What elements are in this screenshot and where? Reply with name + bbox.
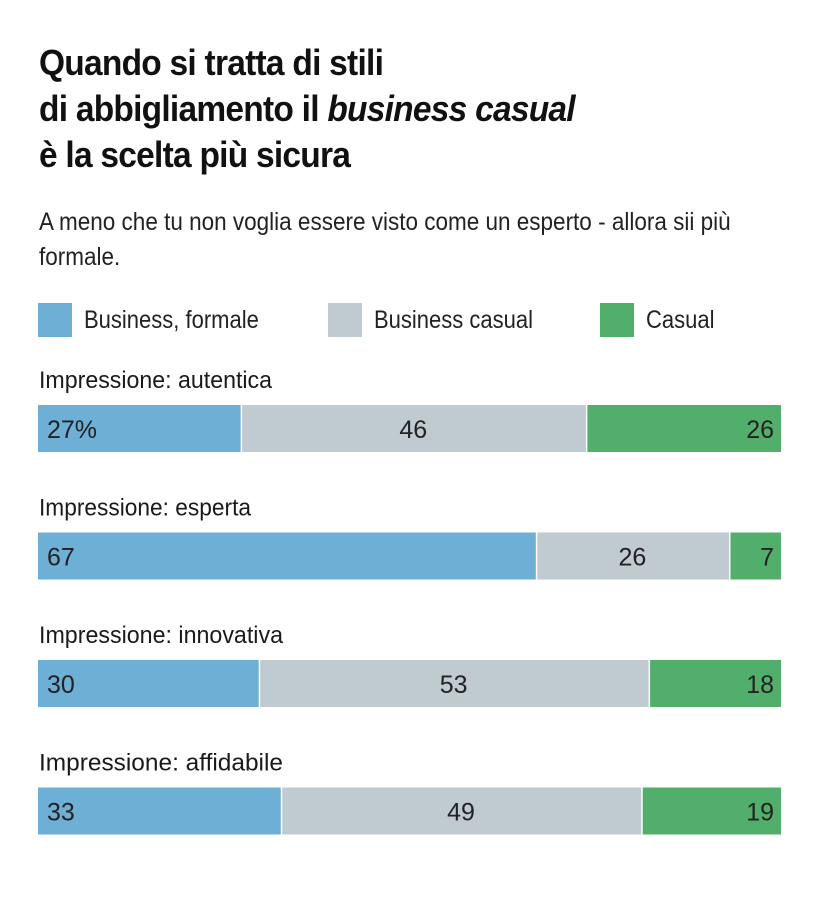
legend-item-casual: Casual [600, 303, 724, 337]
value-label-casual: 26 [746, 416, 774, 444]
value-label-business-formale: 33 [47, 799, 75, 827]
title-line-3: è la scelta più sicura [39, 134, 351, 175]
value-label-business-formale: 30 [47, 671, 75, 699]
bar-group-innovativa: Impressione: innovativa 30 53 18 [38, 622, 781, 707]
category-label: Impressione: esperta [39, 495, 252, 522]
bar-segment-business-formale [38, 787, 281, 835]
bar-group-autentica: Impressione: autentica 27% 46 26 [38, 367, 781, 452]
bar-segment-casual [642, 787, 781, 835]
value-label-business-casual: 46 [399, 416, 427, 444]
value-label-business-formale: 27% [47, 416, 97, 444]
legend: Business, formale Business casual Casual [38, 303, 762, 337]
value-label-business-casual: 53 [440, 671, 468, 699]
bar-segment-business-casual [260, 660, 649, 707]
value-label-casual: 19 [746, 799, 774, 827]
legend-label-casual: Casual [646, 305, 715, 334]
value-label-casual: 7 [760, 544, 774, 572]
legend-swatch-business-casual [328, 303, 362, 337]
bar-segment-business-casual [282, 787, 642, 835]
legend-label-business-formale: Business, formale [84, 305, 259, 334]
value-label-casual: 18 [746, 671, 774, 699]
legend-item-business-formale: Business, formale [38, 303, 290, 337]
bar-segment-business-formale [38, 532, 536, 580]
legend-swatch-business-formale [38, 303, 72, 337]
bar-group-esperta: Impressione: esperta 67 26 7 [38, 495, 781, 580]
bar-segment-casual [650, 660, 781, 707]
category-label: Impressione: innovativa [39, 622, 284, 649]
bar-segment-business-formale [38, 405, 241, 452]
value-label-business-casual: 26 [618, 544, 646, 572]
bar-segment-casual [730, 532, 781, 580]
legend-swatch-casual [600, 303, 634, 337]
category-label: Impressione: affidabile [39, 750, 283, 777]
legend-item-business-casual: Business casual [328, 303, 562, 337]
title-line-1: Quando si tratta di stili [39, 42, 384, 83]
chart-title: Quando si tratta di stili di abbigliamen… [39, 40, 746, 178]
value-label-business-formale: 67 [47, 544, 75, 572]
title-line-2-italic: business casual [327, 88, 575, 129]
category-label: Impressione: autentica [39, 367, 273, 394]
value-label-business-casual: 49 [447, 799, 475, 827]
bar-segment-casual [587, 405, 781, 452]
title-line-2-prefix: di abbigliamento il [39, 88, 328, 129]
bar-group-affidabile: Impressione: affidabile 33 49 19 [38, 750, 781, 835]
bar-segment-business-casual [537, 532, 729, 580]
chart-subtitle: A meno che tu non voglia essere visto co… [39, 208, 731, 271]
bar-segment-business-formale [38, 660, 259, 707]
bar-segment-business-casual [242, 405, 586, 452]
legend-label-business-casual: Business casual [374, 305, 533, 334]
